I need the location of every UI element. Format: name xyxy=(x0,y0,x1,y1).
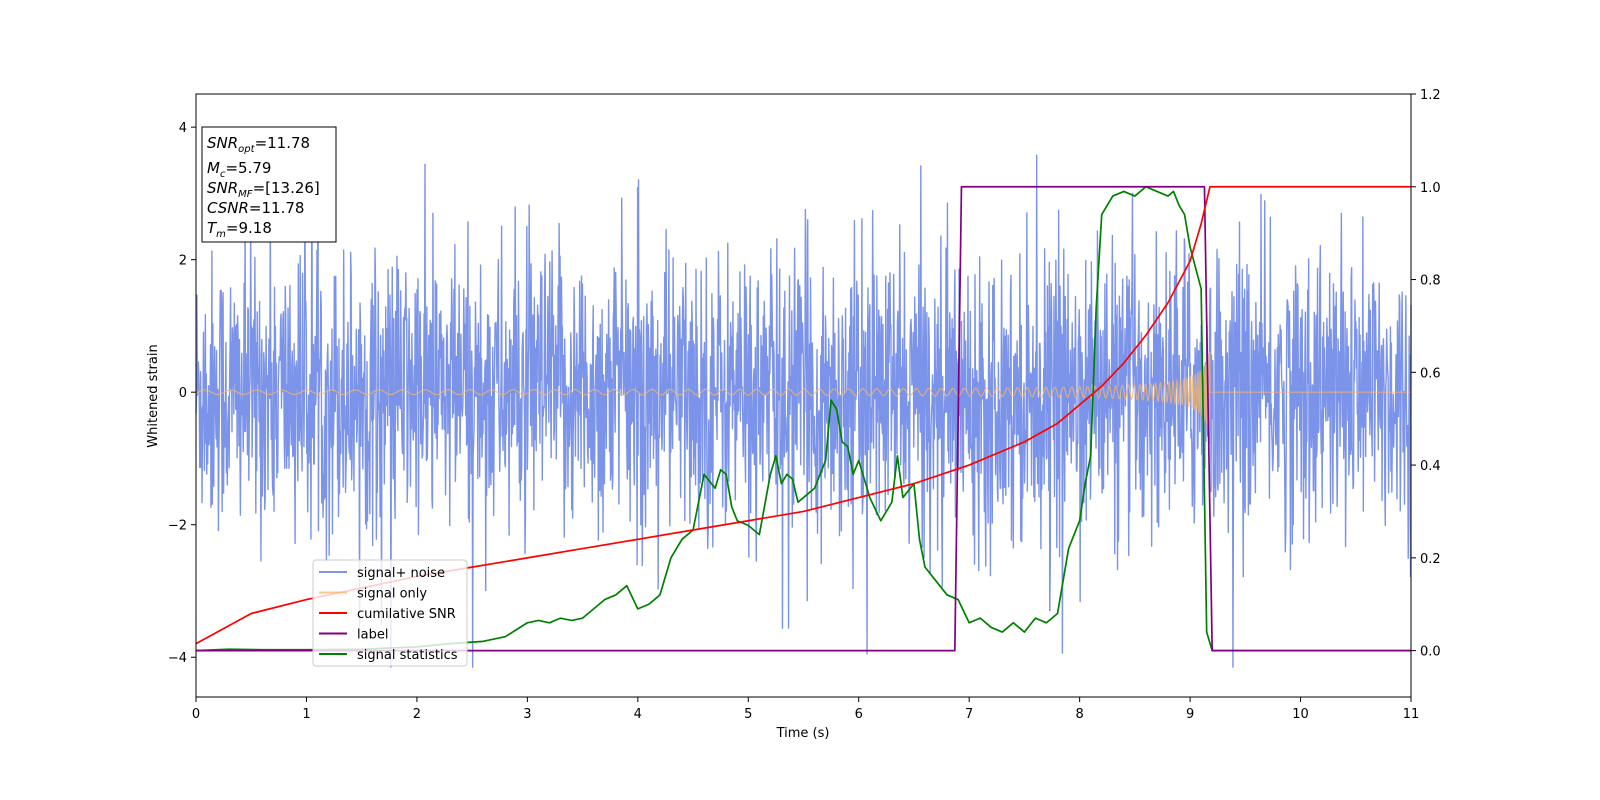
x-tick-label: 7 xyxy=(965,707,973,722)
info-box-frame xyxy=(201,126,337,243)
y-axis-right: 0.0 0.2 0.4 0.6 0.8 1.0 1.2 xyxy=(1411,88,1441,660)
y-axis-left: −4 −2 0 2 4 xyxy=(168,121,196,666)
legend-label: signal statistics xyxy=(357,648,458,663)
legend-label: signal only xyxy=(357,587,427,602)
x-tick-label: 8 xyxy=(1075,707,1083,722)
x-tick-label: 0 xyxy=(192,707,200,722)
info-line: SNRopt=11.78 xyxy=(207,134,310,155)
x-tick-label: 1 xyxy=(302,707,310,722)
legend-frame xyxy=(312,559,468,667)
y2-tick-label: 1.0 xyxy=(1420,181,1441,196)
y-tick-label: 4 xyxy=(179,121,187,136)
x-tick-label: 5 xyxy=(744,707,752,722)
info-line: CSNR=11.78 xyxy=(207,199,304,217)
legend-label: label xyxy=(357,628,388,643)
y-tick-label: −4 xyxy=(168,651,187,666)
y2-tick-label: 0.2 xyxy=(1420,552,1441,567)
x-tick-label: 3 xyxy=(523,707,531,722)
y-tick-label: 0 xyxy=(179,386,187,401)
series-line-signal-statistics xyxy=(195,185,1411,652)
y-tick-label: −2 xyxy=(168,519,187,534)
info-box: SNRopt=11.78 Mc=5.79SNRMF=[13.26]CSNR=11.… xyxy=(201,126,337,243)
y2-tick-label: 0.6 xyxy=(1420,366,1441,381)
info-line: Tm=9.18 xyxy=(207,219,272,240)
x-tick-label: 2 xyxy=(413,707,421,722)
y-axis-label: Whitened strain xyxy=(146,344,161,447)
x-tick-label: 9 xyxy=(1186,707,1194,722)
x-axis: 0 1 2 3 4 5 6 7 8 9 10 11 xyxy=(192,697,1419,722)
x-tick-label: 11 xyxy=(1403,707,1420,722)
series-line-label xyxy=(196,185,1411,652)
x-tick-label: 6 xyxy=(855,707,863,722)
plot-frame xyxy=(195,93,1412,698)
y2-tick-label: 0.8 xyxy=(1420,274,1441,289)
x-axis-label: Time (s) xyxy=(776,726,830,741)
y2-tick-label: 0.0 xyxy=(1420,645,1441,660)
y-tick-label: 2 xyxy=(179,254,187,269)
legend-label: signal+ noise xyxy=(357,566,445,581)
x-tick-label: 4 xyxy=(634,707,642,722)
x-tick-label: 10 xyxy=(1292,707,1309,722)
legend: signal+ noise signal only cumilative SNR la… xyxy=(312,559,468,667)
signal-only-series xyxy=(195,351,1411,434)
y2-tick-label: 1.2 xyxy=(1420,88,1441,103)
legend-label: cumilative SNR xyxy=(357,607,456,622)
info-line: SNRMF=[13.26] xyxy=(207,179,320,200)
info-line: Mc=5.79 xyxy=(207,159,271,180)
signal-only-line xyxy=(195,351,1411,434)
y2-tick-label: 0.4 xyxy=(1420,459,1441,474)
